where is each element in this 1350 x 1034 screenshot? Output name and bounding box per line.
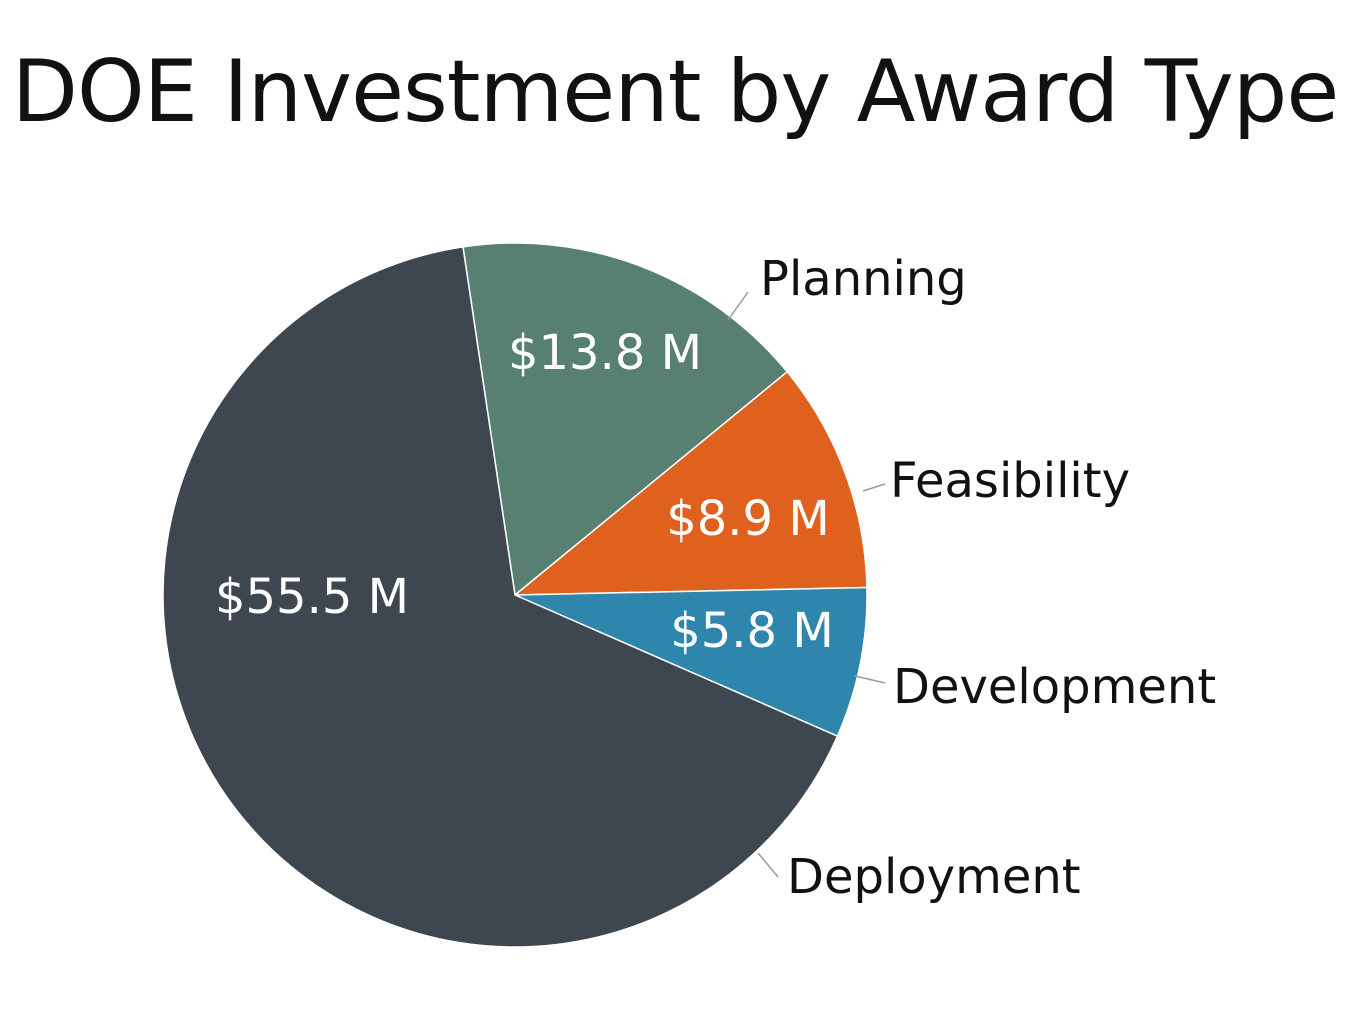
- category-label-feasibility: Feasibility: [890, 453, 1130, 509]
- category-label-planning: Planning: [760, 251, 967, 307]
- leader-line-feasibility: [862, 483, 886, 492]
- pie-slice-feasibility: [512, 370, 868, 596]
- value-label-feasibility: $8.9 M: [666, 491, 830, 547]
- category-labels: Planning Feasibility Development Deployment: [760, 251, 1216, 905]
- leader-line-deployment: [757, 852, 779, 878]
- pie-slice-development: [514, 586, 868, 738]
- value-label-deployment: $55.5 M: [215, 569, 409, 625]
- leader-line-development: [854, 675, 886, 684]
- chart-title: DOE Investment by Award Type: [11, 42, 1340, 142]
- value-label-development: $5.8 M: [670, 603, 834, 659]
- value-label-planning: $13.8 M: [508, 325, 702, 381]
- leader-line-planning: [727, 291, 749, 321]
- leader-lines: [727, 291, 886, 878]
- pie-slice-deployment: [162, 246, 839, 948]
- category-label-deployment: Deployment: [787, 849, 1081, 905]
- pie-slice-planning: [462, 242, 789, 597]
- pie-slices: [162, 242, 868, 948]
- category-label-development: Development: [893, 659, 1216, 715]
- value-labels: $13.8 M $8.9 M $5.8 M $55.5 M: [215, 325, 834, 659]
